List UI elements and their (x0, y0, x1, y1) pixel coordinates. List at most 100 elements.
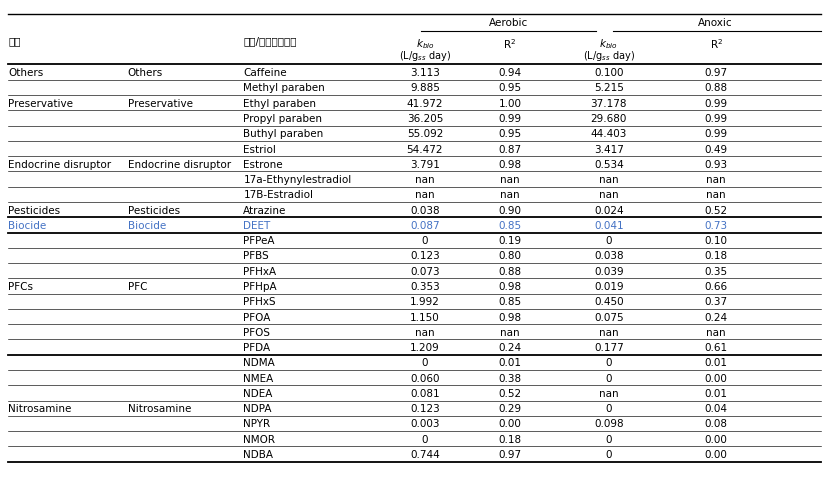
Text: 0.00: 0.00 (498, 419, 521, 429)
Text: Nitrosamine: Nitrosamine (128, 403, 191, 413)
Text: Aerobic: Aerobic (489, 18, 528, 29)
Text: 55.092: 55.092 (407, 129, 443, 139)
Text: 0.95: 0.95 (498, 83, 521, 93)
Text: NMEA: NMEA (243, 373, 274, 383)
Text: 0: 0 (422, 358, 428, 368)
Text: 41.972: 41.972 (407, 98, 443, 108)
Text: nan: nan (500, 175, 520, 185)
Text: 0: 0 (606, 403, 612, 413)
Text: PFBS: PFBS (243, 251, 269, 261)
Text: Pesticides: Pesticides (8, 205, 60, 215)
Text: Endocrine disruptor: Endocrine disruptor (128, 159, 231, 169)
Text: Biocide: Biocide (8, 220, 46, 230)
Text: 0.01: 0.01 (705, 358, 728, 368)
Text: Estrone: Estrone (243, 159, 283, 169)
Text: 0.123: 0.123 (410, 251, 440, 261)
Text: nan: nan (599, 388, 619, 398)
Text: 0.88: 0.88 (498, 266, 521, 276)
Text: PFOA: PFOA (243, 312, 271, 322)
Text: Buthyl paraben: Buthyl paraben (243, 129, 323, 139)
Text: 0.24: 0.24 (705, 312, 728, 322)
Text: 0.024: 0.024 (594, 205, 624, 215)
Text: 0.66: 0.66 (705, 281, 728, 291)
Text: 0.04: 0.04 (705, 403, 728, 413)
Text: nan: nan (599, 175, 619, 185)
Text: 0.80: 0.80 (498, 251, 521, 261)
Text: 0.97: 0.97 (498, 449, 521, 459)
Text: 17B-Estradiol: 17B-Estradiol (243, 190, 314, 200)
Text: nan: nan (415, 175, 435, 185)
Text: 0.075: 0.075 (594, 312, 624, 322)
Text: 0.060: 0.060 (410, 373, 440, 383)
Text: 0: 0 (606, 236, 612, 246)
Text: 0.37: 0.37 (705, 297, 728, 307)
Text: 1.209: 1.209 (410, 342, 440, 352)
Text: $k_{bio}$: $k_{bio}$ (416, 37, 434, 50)
Text: 0.29: 0.29 (498, 403, 521, 413)
Text: (L/g$_{ss}$ day): (L/g$_{ss}$ day) (398, 49, 451, 63)
Text: PFHxS: PFHxS (243, 297, 276, 307)
Text: 5.215: 5.215 (594, 83, 624, 93)
Text: 미량/신종오염물질: 미량/신종오염물질 (243, 36, 297, 46)
Text: 0.85: 0.85 (498, 220, 521, 230)
Text: nan: nan (415, 327, 435, 337)
Text: nan: nan (706, 175, 726, 185)
Text: 0.450: 0.450 (594, 297, 624, 307)
Text: $k_{bio}$: $k_{bio}$ (600, 37, 618, 50)
Text: 0.08: 0.08 (705, 419, 728, 429)
Text: 0.038: 0.038 (410, 205, 440, 215)
Text: Atrazine: Atrazine (243, 205, 287, 215)
Text: 0.99: 0.99 (705, 129, 728, 139)
Text: 0.98: 0.98 (498, 312, 521, 322)
Text: 1.150: 1.150 (410, 312, 440, 322)
Text: 0.098: 0.098 (594, 419, 624, 429)
Text: 0.99: 0.99 (498, 114, 521, 124)
Text: Preservative: Preservative (128, 98, 193, 108)
Text: PFOS: PFOS (243, 327, 271, 337)
Text: Estriol: Estriol (243, 144, 276, 154)
Text: Pesticides: Pesticides (128, 205, 180, 215)
Text: 0.038: 0.038 (594, 251, 624, 261)
Text: 분류: 분류 (8, 36, 21, 46)
Text: PFDA: PFDA (243, 342, 271, 352)
Text: 0.35: 0.35 (705, 266, 728, 276)
Text: 36.205: 36.205 (407, 114, 443, 124)
Text: 0.00: 0.00 (705, 373, 728, 383)
Text: Anoxic: Anoxic (698, 18, 732, 29)
Text: 44.403: 44.403 (591, 129, 627, 139)
Text: 0.61: 0.61 (705, 342, 728, 352)
Text: Biocide: Biocide (128, 220, 166, 230)
Text: 0.18: 0.18 (498, 434, 521, 444)
Text: Preservative: Preservative (8, 98, 73, 108)
Text: 0: 0 (606, 358, 612, 368)
Text: 3.791: 3.791 (410, 159, 440, 169)
Text: NPYR: NPYR (243, 419, 271, 429)
Text: NDPA: NDPA (243, 403, 272, 413)
Text: nan: nan (706, 327, 726, 337)
Text: NDBA: NDBA (243, 449, 273, 459)
Text: 0.01: 0.01 (498, 358, 521, 368)
Text: 0.99: 0.99 (705, 98, 728, 108)
Text: 0.744: 0.744 (410, 449, 440, 459)
Text: 29.680: 29.680 (591, 114, 627, 124)
Text: $\mathregular{R^2}$: $\mathregular{R^2}$ (710, 37, 723, 50)
Text: 0: 0 (606, 434, 612, 444)
Text: 0: 0 (606, 373, 612, 383)
Text: 0: 0 (422, 236, 428, 246)
Text: 0.041: 0.041 (594, 220, 624, 230)
Text: nan: nan (599, 327, 619, 337)
Text: 0.073: 0.073 (410, 266, 440, 276)
Text: 3.417: 3.417 (594, 144, 624, 154)
Text: 0.081: 0.081 (410, 388, 440, 398)
Text: 0.88: 0.88 (705, 83, 728, 93)
Text: 0.003: 0.003 (410, 419, 440, 429)
Text: 0.01: 0.01 (705, 388, 728, 398)
Text: 0.24: 0.24 (498, 342, 521, 352)
Text: 0.19: 0.19 (498, 236, 521, 246)
Text: PFPeA: PFPeA (243, 236, 275, 246)
Text: 0.49: 0.49 (705, 144, 728, 154)
Text: Propyl paraben: Propyl paraben (243, 114, 323, 124)
Text: nan: nan (415, 190, 435, 200)
Text: 0.00: 0.00 (705, 449, 728, 459)
Text: $\mathregular{R^2}$: $\mathregular{R^2}$ (503, 37, 516, 50)
